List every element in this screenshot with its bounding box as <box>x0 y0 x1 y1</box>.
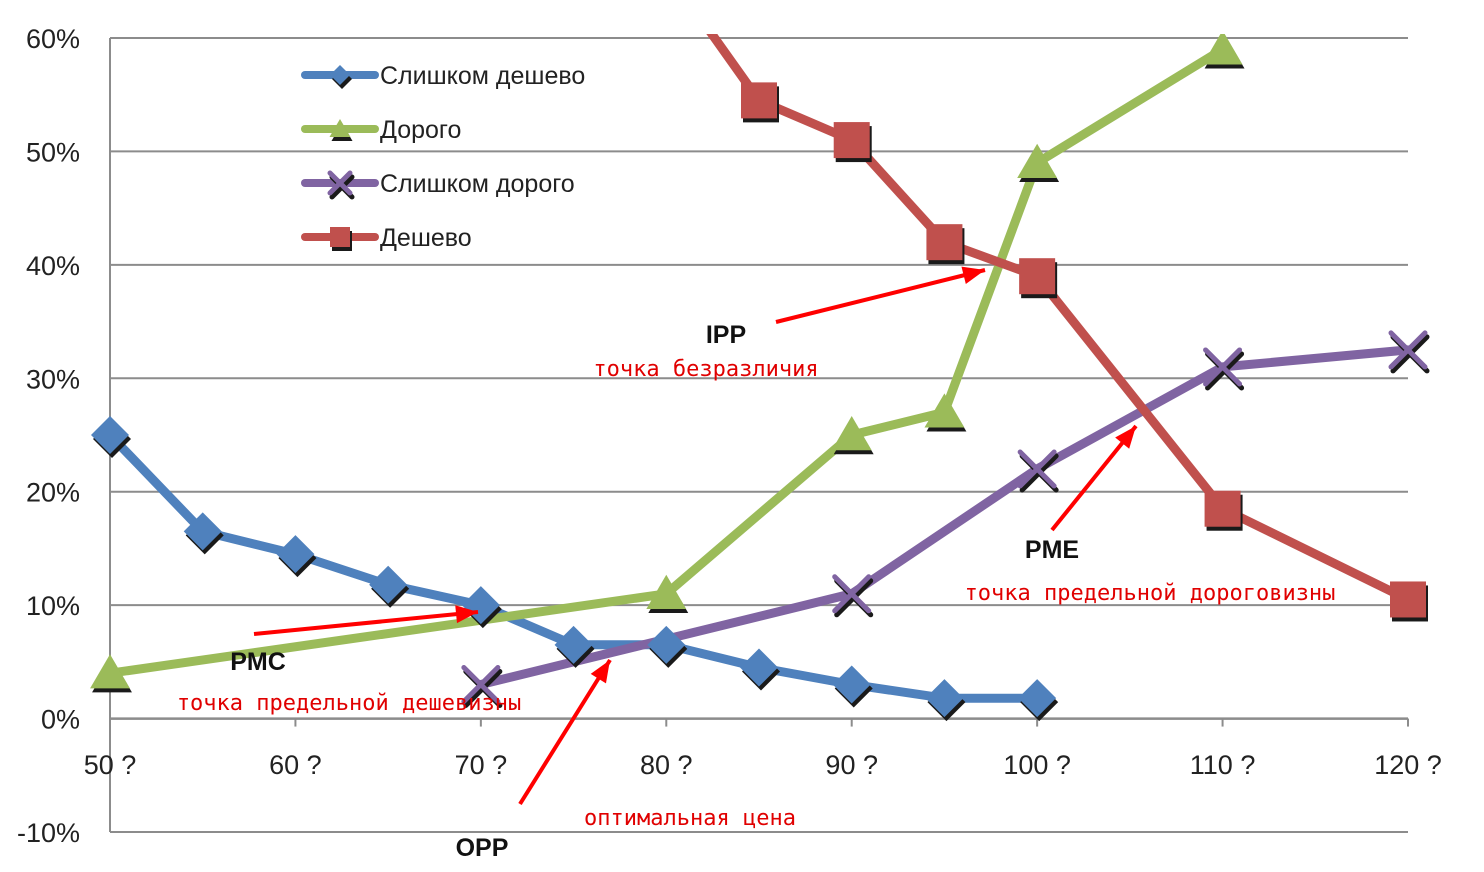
legend: Слишком дешево Дорого Слишком дорого Дешево <box>301 62 585 252</box>
data-point <box>1202 34 1245 69</box>
y-tick-label: 60% <box>26 24 80 54</box>
annotation-code-opp: OPP <box>456 834 509 862</box>
series-line-дорого <box>105 44 1228 678</box>
data-point <box>369 565 410 608</box>
legend-swatch-marker <box>330 227 352 251</box>
x-tick-label: 60 ? <box>269 750 322 780</box>
annotation-code-ipp: IPP <box>706 321 746 349</box>
y-tick-label: 20% <box>26 478 80 508</box>
data-point <box>183 512 224 555</box>
annotation-label-ipp: точка безразличия <box>593 357 818 382</box>
annotation-arrowhead-pme <box>1115 426 1136 449</box>
data-point <box>1203 347 1245 391</box>
data-point <box>1017 449 1059 493</box>
annotation-arrow-opp <box>518 658 612 806</box>
data-point <box>924 393 967 432</box>
x-tick-label: 50 ? <box>84 750 137 780</box>
data-point <box>831 416 874 455</box>
data-point <box>926 224 965 265</box>
annotations: IPP точка безразличия PME точка предельной … <box>177 266 1336 862</box>
x-tick-label: 80 ? <box>640 750 693 780</box>
x-tick-label: 70 ? <box>455 750 508 780</box>
legend-label: Слишком дешево <box>380 62 585 90</box>
data-point <box>1390 581 1428 622</box>
data-point <box>833 122 872 163</box>
data-point <box>832 665 873 708</box>
data-point <box>90 654 132 693</box>
y-tick-label: -10% <box>17 818 80 848</box>
legend-swatch-marker <box>330 65 352 89</box>
annotation-code-pmc: PMC <box>230 648 286 676</box>
annotation-label-pme: точка предельной дороговизны <box>965 581 1336 606</box>
legend-item-дорого: Дорого <box>301 116 461 144</box>
x-tick-label: 100 ? <box>1003 750 1071 780</box>
annotation-arrowhead-pmc <box>455 605 478 624</box>
y-tick-label: 50% <box>26 137 80 167</box>
legend-label: Дешево <box>380 224 472 252</box>
annotation-label-opp: оптимальная цена <box>584 806 796 831</box>
y-tick-label: 40% <box>26 251 80 281</box>
data-point <box>832 574 874 618</box>
legend-item-слишком-дешево: Слишком дешево <box>301 62 585 90</box>
data-point <box>741 82 779 123</box>
data-point <box>1017 143 1060 182</box>
data-point <box>925 679 966 722</box>
data-point <box>1019 258 1058 299</box>
annotation-arrowhead-opp <box>590 660 610 684</box>
y-axis-tick-labels: -10% 0% 10% 20% 30% 40% 50% 60% <box>17 24 80 848</box>
annotation-arrow-pme <box>1050 424 1138 532</box>
data-point <box>461 665 503 709</box>
data-point <box>1204 490 1243 531</box>
x-tick-label: 90 ? <box>825 750 878 780</box>
legend-item-дешево: Дешево <box>301 224 472 252</box>
annotation-code-pme: PME <box>1025 536 1079 564</box>
data-point <box>740 648 780 691</box>
legend-swatch-marker <box>329 119 353 141</box>
data-point <box>1388 330 1430 374</box>
annotation-arrowhead-ipp <box>961 266 985 285</box>
data-point <box>646 574 689 613</box>
legend-label: Дорого <box>380 116 461 144</box>
y-tick-label: 10% <box>26 591 80 621</box>
legend-swatch-marker <box>327 170 355 200</box>
annotation-label-pmc: точка предельной дешевизны <box>177 691 521 716</box>
annotation-arrow-pmc <box>253 610 479 636</box>
x-tick-label: 120 ? <box>1374 750 1442 780</box>
x-tick-label: 110 ? <box>1190 750 1256 780</box>
x-axis-tick-labels: 50 ? 60 ? 70 ? 80 ? 90 ? 100 ? 110 ? 120 ? <box>84 750 1442 780</box>
y-tick-label: 30% <box>26 364 80 394</box>
annotation-arrow-ipp <box>775 268 986 324</box>
legend-label: Слишком дорого <box>380 170 575 198</box>
x-axis <box>109 717 1409 727</box>
legend-item-слишком-дорого: Слишком дорого <box>301 170 575 200</box>
data-point <box>647 625 688 668</box>
y-tick-label: 0% <box>41 705 80 735</box>
data-point <box>91 416 131 458</box>
data-point <box>276 535 317 578</box>
data-point <box>1018 679 1059 722</box>
data-point <box>554 625 595 668</box>
series-markers <box>90 34 1430 722</box>
